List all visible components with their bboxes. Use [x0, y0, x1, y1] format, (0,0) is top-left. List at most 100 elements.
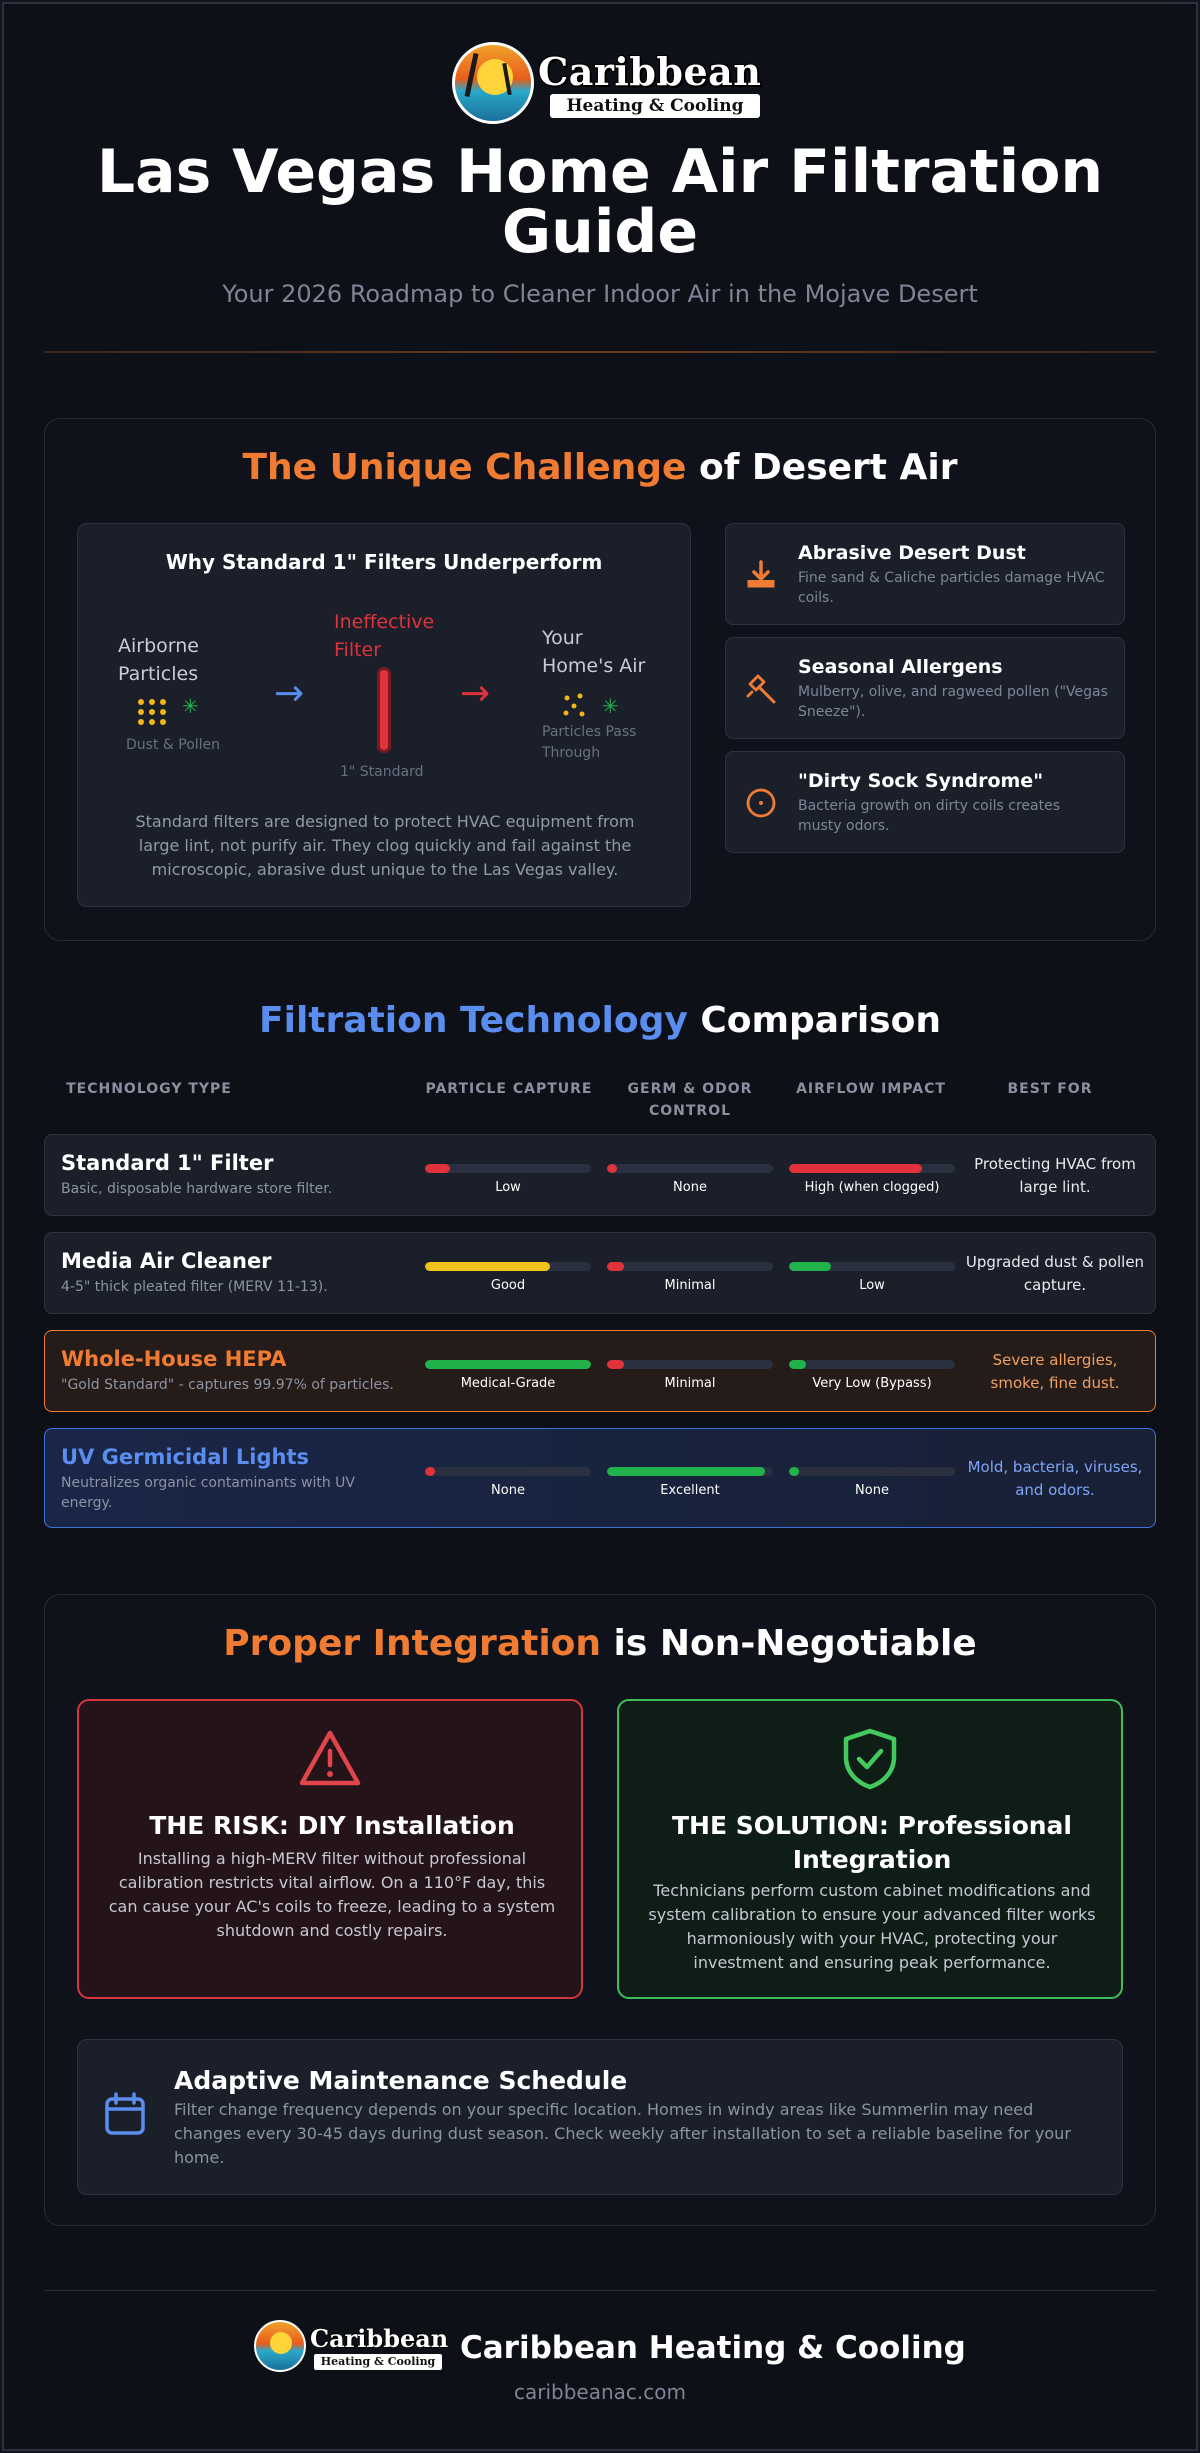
challenge-section: The Unique Challenge of Desert Air Why S…	[44, 418, 1156, 941]
airflow-bar-fill	[789, 1262, 831, 1271]
solution-title: THE SOLUTION: Professional Integration	[672, 1811, 1072, 1874]
germ-bar-fill	[607, 1467, 765, 1476]
airflow-bar	[789, 1262, 955, 1271]
diagram-title: Why Standard 1" Filters Underperform	[165, 550, 603, 574]
germ-bar	[607, 1360, 773, 1369]
warning-icon	[299, 1730, 361, 1786]
germ-bar	[607, 1262, 773, 1271]
maintenance-title: Adaptive Maintenance Schedule	[174, 2066, 628, 2095]
arrow-right-icon: →	[274, 673, 305, 714]
maintenance-text: Filter change frequency depends on your …	[174, 2100, 1071, 2167]
footer-logo-name: Caribbean	[310, 2324, 449, 2353]
tech-desc: 4-5" thick pleated filter (MERV 11-13).	[61, 1279, 328, 1295]
col-header-germ: GERM & ODOR CONTROL	[627, 1081, 753, 1119]
capture-label: Good	[490, 1278, 526, 1293]
airflow-bar-fill	[789, 1360, 806, 1369]
germ-label: None	[673, 1180, 707, 1195]
risk-title: THE RISK: DIY Installation	[149, 1811, 515, 1840]
capture-bar	[425, 1164, 591, 1173]
risk-card: THE RISK: DIY Installation Installing a …	[77, 1699, 583, 1999]
airflow-label: High (when clogged)	[804, 1180, 940, 1195]
germ-bar	[607, 1164, 773, 1173]
airflow-label: Very Low (Bypass)	[812, 1376, 932, 1391]
footer-divider	[44, 2290, 1156, 2291]
airflow-label: None	[855, 1483, 889, 1498]
airborne-particles-label: Airborne Particles	[118, 635, 199, 685]
capture-bar-fill	[425, 1164, 450, 1173]
dust-pollen-caption: Dust & Pollen	[126, 737, 221, 753]
capture-bar-fill	[425, 1360, 591, 1369]
best-for: Upgraded dust & pollen capture.	[965, 1253, 1145, 1294]
germ-bar	[607, 1467, 773, 1476]
ineffective-filter-label: Ineffective Filter	[334, 611, 435, 661]
hammer-icon	[746, 674, 776, 704]
standard-filter-caption: 1" Standard	[340, 764, 424, 780]
challenge-card-dirty-sock: "Dirty Sock Syndrome" Bacteria growth on…	[725, 751, 1125, 853]
germ-bar-fill	[607, 1164, 617, 1173]
card-title: "Dirty Sock Syndrome"	[798, 770, 1044, 792]
col-header-capture: PARTICLE CAPTURE	[425, 1081, 593, 1097]
filter-icon	[380, 670, 388, 750]
challenge-card-allergens: Seasonal Allergens Mulberry, olive, and …	[725, 637, 1125, 739]
filter-diagram: Why Standard 1" Filters Underperform Air…	[77, 523, 691, 907]
solution-card: THE SOLUTION: Professional Integration Te…	[617, 1699, 1123, 1999]
card-title: Abrasive Desert Dust	[798, 542, 1026, 564]
shield-check-icon	[843, 1728, 897, 1790]
scattered-particles-icon	[563, 693, 585, 717]
card-desc: Mulberry, olive, and ragweed pollen ("Ve…	[798, 684, 1108, 720]
download-icon	[747, 560, 775, 588]
capture-bar	[425, 1467, 591, 1476]
card-desc: Bacteria growth on dirty coils creates m…	[798, 798, 1060, 834]
card-title: Seasonal Allergens	[798, 656, 1003, 678]
maintenance-card: Adaptive Maintenance Schedule Filter cha…	[77, 2039, 1123, 2195]
table-row: UV Germicidal Lights Neutralizes organic …	[44, 1428, 1156, 1528]
capture-label: Medical-Grade	[460, 1376, 556, 1391]
footer-url[interactable]: caribbeanac.com	[514, 2380, 686, 2404]
integration-title: Proper Integration is Non-Negotiable	[223, 1623, 977, 1664]
pollen-icon: ✳	[182, 694, 199, 718]
tech-desc: "Gold Standard" - captures 99.97% of par…	[61, 1377, 394, 1393]
germ-bar-fill	[607, 1262, 624, 1271]
airflow-bar-fill	[789, 1164, 922, 1173]
pollen-icon: ✳	[602, 694, 619, 718]
logo-emblem	[452, 42, 534, 124]
airflow-label: Low	[859, 1278, 885, 1293]
arrow-right-icon: →	[460, 673, 491, 714]
table-row: Media Air Cleaner 4-5" thick pleated filt…	[44, 1232, 1156, 1314]
airflow-bar	[789, 1360, 955, 1369]
germ-label: Minimal	[664, 1278, 716, 1293]
home-air-label: Your Home's Air	[542, 627, 646, 677]
tech-name: UV Germicidal Lights	[61, 1445, 309, 1469]
tech-desc: Basic, disposable hardware store filter.	[61, 1181, 333, 1197]
page-subtitle: Your 2026 Roadmap to Cleaner Indoor Air …	[222, 280, 978, 308]
risk-text: Installing a high-MERV filter without pr…	[108, 1849, 556, 1940]
capture-label: None	[491, 1483, 525, 1498]
solution-text: Technicians perform custom cabinet modif…	[648, 1881, 1096, 1972]
capture-label: Low	[495, 1180, 521, 1195]
germ-label: Excellent	[660, 1483, 720, 1498]
airflow-bar-fill	[789, 1467, 799, 1476]
tech-name: Standard 1" Filter	[61, 1151, 274, 1175]
diagram-note: Standard filters are designed to protect…	[135, 812, 635, 879]
col-header-technology: TECHNOLOGY TYPE	[66, 1081, 232, 1097]
tech-desc: Neutralizes organic contaminants with UV…	[61, 1475, 355, 1511]
challenge-card-dust: Abrasive Desert Dust Fine sand & Caliche…	[725, 523, 1125, 625]
capture-bar-fill	[425, 1467, 435, 1476]
challenge-title: The Unique Challenge of Desert Air	[242, 447, 958, 488]
best-for: Protecting HVAC from large lint.	[974, 1155, 1136, 1196]
capture-bar	[425, 1360, 591, 1369]
brand-logo: Caribbean Heating & Cooling	[450, 40, 762, 130]
tech-name: Media Air Cleaner	[61, 1249, 272, 1273]
col-header-airflow: AIRFLOW IMPACT	[796, 1081, 946, 1097]
comparison-title: Filtration Technology Comparison	[259, 1000, 941, 1041]
card-desc: Fine sand & Caliche particles damage HVA…	[798, 570, 1105, 606]
germ-label: Minimal	[664, 1376, 716, 1391]
germ-bar-fill	[607, 1360, 624, 1369]
footer-logo-sub: Heating & Cooling	[314, 2354, 442, 2370]
page-title: Las Vegas Home Air Filtration Guide	[96, 137, 1104, 267]
footer-brand-name: Caribbean Heating & Cooling	[460, 2330, 966, 2366]
best-for: Severe allergies, smoke, fine dust.	[990, 1351, 1120, 1392]
logo-name: Caribbean	[538, 49, 762, 94]
header-divider	[44, 351, 1156, 353]
footer-logo: Caribbean Heating & Cooling	[254, 2320, 448, 2376]
